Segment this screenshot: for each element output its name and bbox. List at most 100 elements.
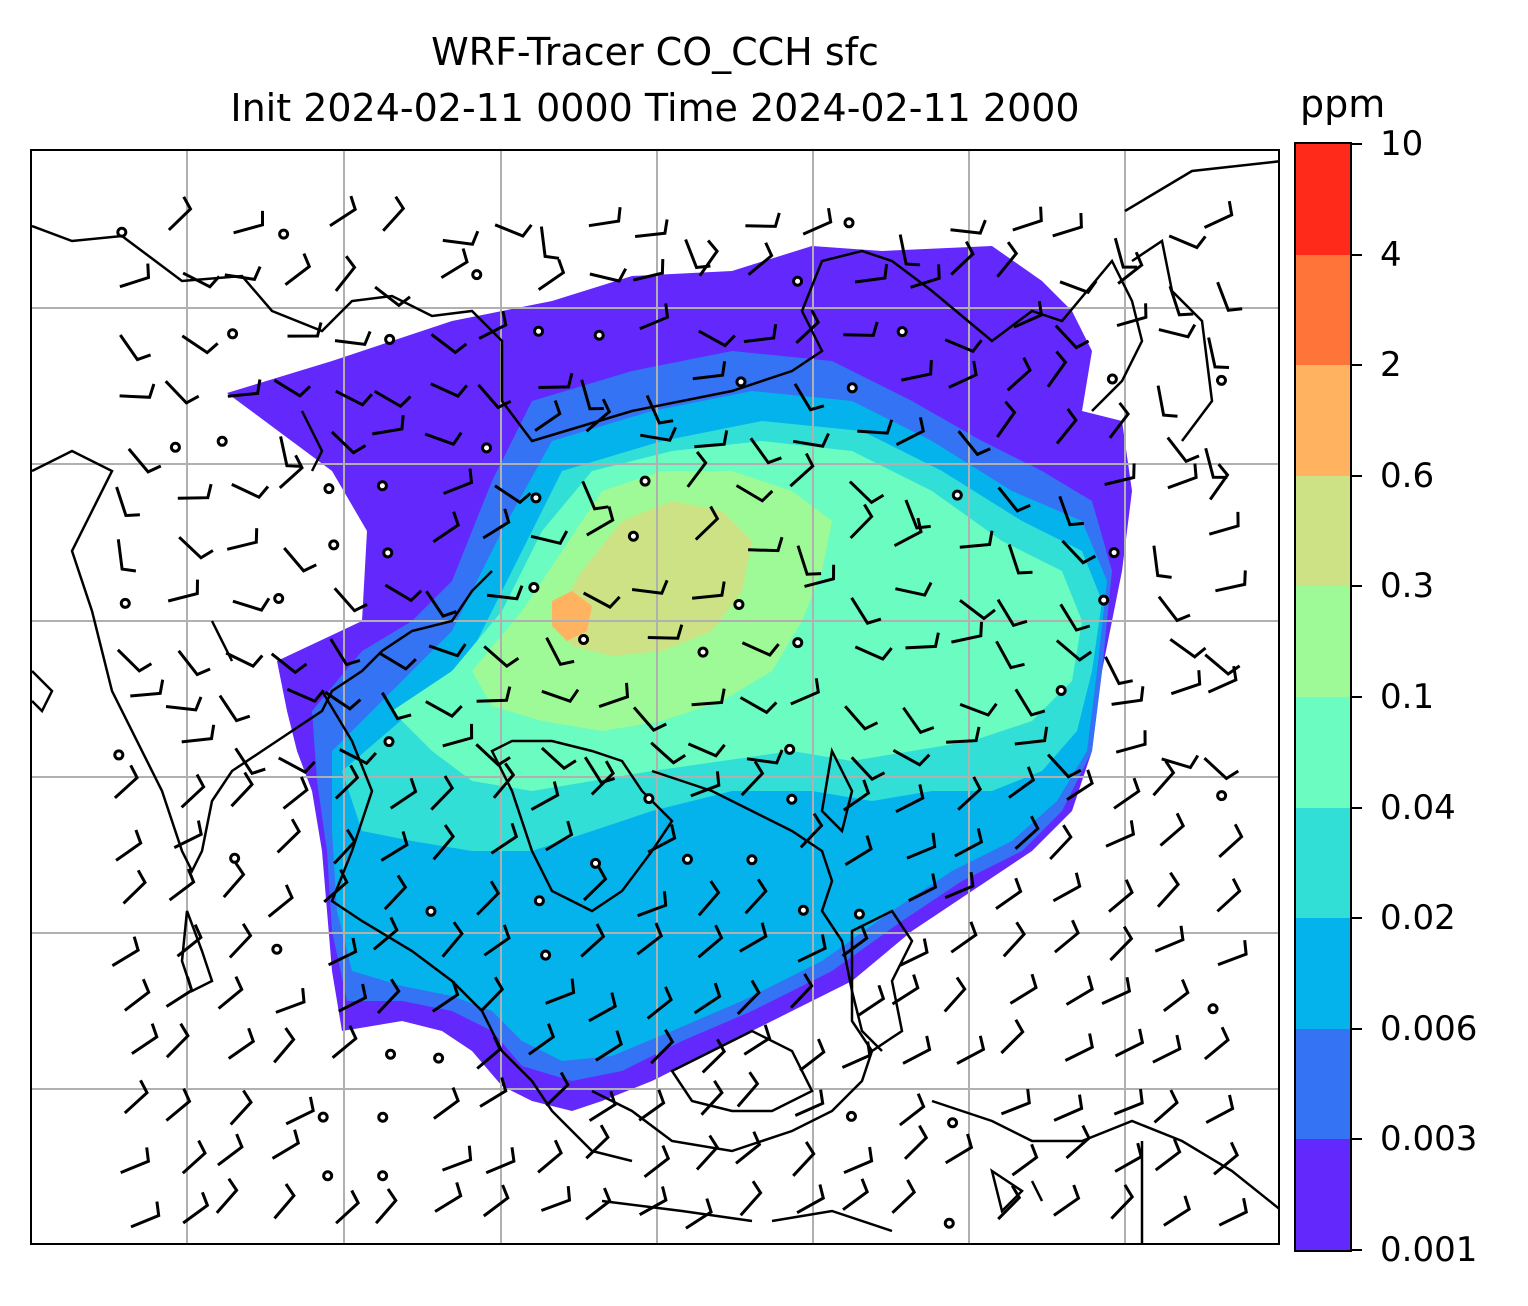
wind-barb [1008,766,1036,799]
colorbar-tick [1352,696,1362,698]
wind-barb [334,330,372,347]
calm-marker [382,547,394,559]
wind-barb [119,383,156,399]
wind-barb [697,880,721,917]
wind-barb [789,973,814,1009]
calm-marker [590,857,602,869]
calm-marker [433,1052,445,1064]
calm-marker [1216,790,1228,802]
calm-marker [328,539,340,551]
calm-marker [643,793,655,805]
wind-barb [1014,726,1049,746]
colorbar-tick-label: 0.6 [1380,455,1435,496]
wind-barb [530,781,560,811]
wind-barb [1000,1019,1025,1055]
wind-barb [844,705,879,731]
colorbar-tick [1352,1027,1362,1030]
wind-barb [650,1029,675,1065]
calm-marker [227,328,239,340]
calm-marker [846,382,858,394]
calm-marker [229,852,241,864]
wind-barb [276,818,301,854]
wind-barb [335,389,374,407]
calm-marker [639,475,651,487]
wind-barb [1208,511,1240,536]
wind-barb [900,359,933,382]
calm-marker [116,226,128,238]
wind-barbs [111,195,1248,1230]
calm-marker [1207,1003,1219,1015]
wind-barb [433,1087,460,1120]
wind-barb [743,1024,772,1056]
wind-barb [903,1124,929,1160]
calm-marker [786,793,798,805]
wind-barb [950,219,987,235]
wind-barb [857,984,886,1017]
wind-barb [537,1139,563,1174]
wind-barb [891,1179,917,1214]
wind-barb [224,265,262,282]
wind-barb [691,688,726,707]
wind-barb [323,868,349,904]
colorbar-tick-label: 0.3 [1380,566,1435,607]
colorbar-tick-label: 0.04 [1380,787,1456,828]
wind-barb [215,1177,239,1214]
wind-barb [1168,285,1194,317]
wind-barb [691,581,726,600]
colorbar-tick [1352,917,1362,920]
wind-barb [910,264,941,289]
calm-marker [1055,684,1067,696]
wind-barb [374,285,411,308]
wind-barb [373,389,412,409]
wind-barb [165,976,194,1008]
wind-barb [271,1129,301,1160]
wind-barb [476,880,501,916]
wind-barb [1207,665,1238,694]
colorbar-tick-label: 0.003 [1380,1119,1478,1160]
wind-barb [640,426,677,442]
colorbar-tick-label: 0.02 [1380,898,1456,939]
wind-barb [123,1079,149,1115]
wind-barb [486,585,524,601]
wind-barb [588,992,617,1023]
wind-barb [130,679,165,698]
colorbar-tick [1352,806,1362,809]
wind-barb [736,1071,760,1108]
wind-barb [905,632,940,650]
calm-marker [533,895,545,907]
wind-barb [1113,777,1141,810]
wind-barb [1052,872,1082,903]
wind-barb [339,748,378,766]
wind-barb [950,240,975,276]
wind-barb [849,503,874,540]
wind-barb [494,484,532,505]
wind-barb [1167,463,1198,490]
wind-barb [528,1023,556,1056]
wind-barb [582,866,608,902]
wind-barb [1052,212,1083,238]
field-level-0.6 [552,591,592,641]
wind-barb [335,1189,361,1225]
wind-barb [1110,1184,1135,1220]
wind-barb [1053,1094,1084,1122]
wind-barb [167,196,193,231]
calm-marker [377,1111,389,1123]
colorbar [1294,142,1352,1252]
calm-marker [1098,594,1110,606]
calm-marker [322,1170,334,1182]
wind-barb [1153,1089,1179,1124]
wind-barb [1218,1197,1248,1227]
wind-barb [480,976,505,1012]
calm-marker [593,329,605,341]
wind-barb [1109,925,1134,962]
calm-marker [792,275,804,287]
wind-barb [442,230,480,246]
wind-barb [372,916,399,951]
colorbar-tick [1352,1138,1362,1141]
wind-barb [739,696,778,715]
wind-barb [748,536,784,553]
wind-barb [634,219,669,238]
wind-barb [902,706,935,735]
wind-barb [842,779,871,812]
field-level-0.3 [552,501,752,656]
